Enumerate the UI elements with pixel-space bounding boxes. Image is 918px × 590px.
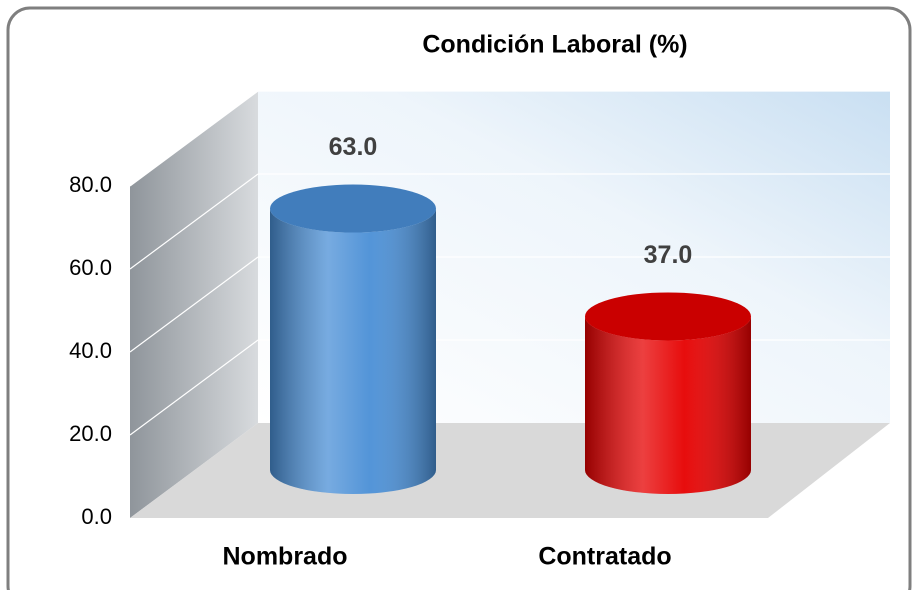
- chart-title: Condición Laboral (%): [422, 31, 687, 59]
- grid-line: [129, 256, 259, 353]
- grid-line: [129, 90, 259, 187]
- y-tick-label: 20.0: [69, 421, 112, 446]
- x-tick-label: Nombrado: [223, 543, 348, 571]
- bar-top-shade: [270, 184, 436, 233]
- bar-top: [585, 292, 751, 341]
- x-tick-label: Contratado: [538, 543, 671, 571]
- bar-top: [270, 184, 436, 233]
- y-tick-label: 0.0: [81, 504, 112, 529]
- value-label: 37.0: [644, 241, 693, 269]
- grid-line: [129, 173, 259, 270]
- bar-shade: [585, 316, 751, 494]
- value-label: 63.0: [329, 133, 378, 161]
- grid-line: [129, 339, 259, 436]
- y-tick-label: 60.0: [69, 255, 112, 280]
- y-tick-label: 80.0: [69, 172, 112, 197]
- bar-shade: [270, 208, 436, 494]
- floor: [130, 423, 890, 518]
- y-tick-label: 40.0: [69, 338, 112, 363]
- bar-top-shade: [585, 292, 751, 341]
